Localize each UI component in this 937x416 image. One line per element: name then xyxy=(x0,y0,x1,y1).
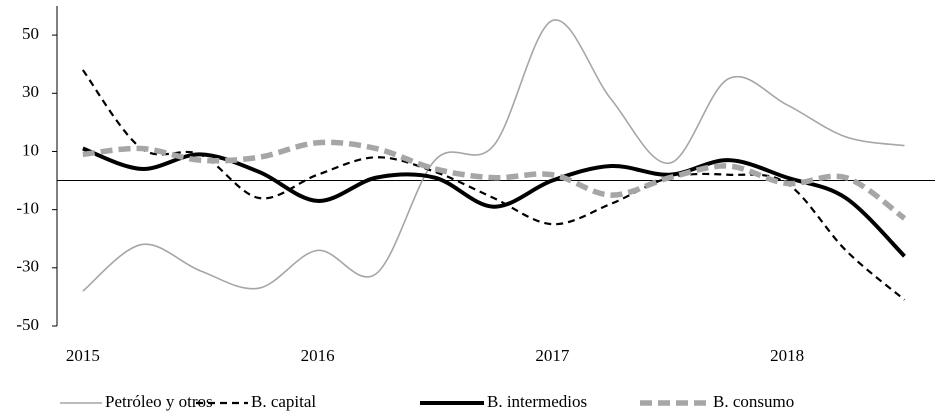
x-tick-label: 2016 xyxy=(301,346,335,365)
series-line xyxy=(82,146,906,258)
series-line xyxy=(82,19,905,292)
legend-label: Petróleo y otros xyxy=(105,392,213,411)
series-line xyxy=(81,69,906,301)
y-tick-label: -50 xyxy=(16,315,39,334)
y-tick-label: 50 xyxy=(22,24,39,43)
x-tick-label: 2018 xyxy=(770,346,804,365)
y-tick-label: 30 xyxy=(22,82,39,101)
legend-label: B. consumo xyxy=(713,392,794,411)
x-tick-label: 2015 xyxy=(66,346,100,365)
y-tick-label: -10 xyxy=(16,199,39,218)
legend-label: B. intermedios xyxy=(487,392,587,411)
y-tick-label: -30 xyxy=(16,257,39,276)
x-tick-label: 2017 xyxy=(535,346,570,365)
y-tick-label: 10 xyxy=(22,140,39,159)
legend-label: B. capital xyxy=(251,392,316,411)
series-line xyxy=(82,139,907,221)
